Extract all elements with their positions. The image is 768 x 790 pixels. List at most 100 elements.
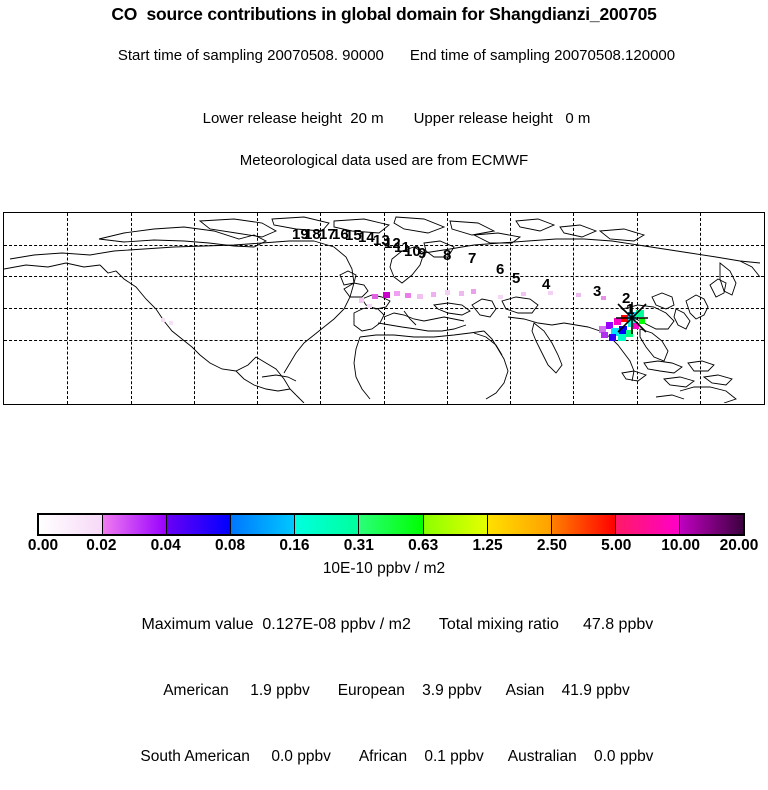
plume-cell bbox=[618, 334, 626, 341]
plume-cell bbox=[601, 296, 606, 300]
plume-cell bbox=[639, 318, 645, 324]
plume-cell bbox=[372, 294, 378, 299]
colorbar-segment bbox=[103, 515, 168, 534]
region-label-south-american: South American bbox=[140, 748, 250, 765]
plume-cell bbox=[417, 294, 423, 299]
stat-row-regions-1: American 1.9 ppbv European 3.9 ppbv Asian … bbox=[0, 658, 768, 724]
plume-cell bbox=[611, 328, 619, 336]
trajectory-hour-label: 5 bbox=[512, 270, 521, 287]
release-height-row: Lower release height 20 m Upper release h… bbox=[0, 87, 768, 150]
stat-row-regions-2: South American 0.0 ppbv African 0.1 ppbv A… bbox=[0, 724, 768, 790]
trajectory-hour-label: 4 bbox=[542, 276, 551, 293]
trajectory-hour-label: 6 bbox=[496, 261, 505, 278]
plume-cell bbox=[383, 292, 390, 298]
upper-release-label: Upper release height bbox=[413, 110, 553, 127]
colorbar-tick-label: 0.16 bbox=[279, 537, 310, 554]
region-value-south-american: 0.0 ppbv bbox=[271, 748, 331, 765]
gridline-latitude bbox=[4, 339, 764, 341]
colorbar-segment bbox=[359, 515, 424, 534]
total-mixing-label: Total mixing ratio bbox=[438, 616, 559, 633]
total-mixing-value: 47.8 ppbv bbox=[582, 616, 654, 633]
colorbar-segment bbox=[487, 515, 552, 534]
region-value-australian: 0.0 ppbv bbox=[593, 748, 654, 765]
colorbar-tick-label: 0.31 bbox=[343, 537, 374, 554]
lower-release-label: Lower release height bbox=[202, 110, 342, 127]
trajectory-hour-label: 12 bbox=[384, 235, 401, 252]
plume-cell bbox=[471, 289, 476, 294]
plume-cell bbox=[367, 304, 372, 308]
plume-cell bbox=[498, 295, 503, 299]
plume-cell bbox=[601, 332, 608, 338]
colorbar-segment bbox=[679, 515, 744, 534]
colorbar-tick-label: 5.00 bbox=[601, 537, 632, 554]
statistics-section: Maximum value 0.127E-08 ppbv / m2 Total m… bbox=[0, 592, 768, 790]
colorbar-tick-label: 20.00 bbox=[719, 537, 759, 554]
plume-cell bbox=[609, 334, 616, 341]
gridline-latitude bbox=[4, 276, 764, 278]
plume-cell bbox=[599, 326, 606, 333]
colorbar-segment bbox=[551, 515, 616, 534]
plume-cell bbox=[169, 321, 173, 325]
colorbar-tick-label: 1.25 bbox=[472, 537, 503, 554]
trajectory-hour-label: 16 bbox=[332, 226, 349, 243]
start-time-value: 20070508. 90000 bbox=[267, 47, 384, 64]
region-value-asian: 41.9 ppbv bbox=[561, 682, 630, 699]
gridline-latitude bbox=[4, 308, 764, 309]
max-value-value: 0.127E-08 ppbv / m2 bbox=[262, 616, 411, 633]
page-title: CO source contributions in global domain… bbox=[111, 4, 657, 24]
colorbar[interactable] bbox=[37, 513, 745, 536]
colorbar-tick-labels: 0.00 0.02 0.04 0.08 0.16 0.31 0.63 1.25 2.50 5.00… bbox=[0, 537, 768, 557]
plume-cell bbox=[614, 318, 621, 325]
colorbar-tick-label: 0.00 bbox=[27, 537, 59, 554]
region-label-european: European bbox=[337, 682, 405, 699]
start-time-label: Start time of sampling bbox=[117, 47, 263, 64]
trajectory-hour-label: 2 bbox=[622, 290, 631, 307]
plume-cell bbox=[548, 291, 553, 295]
plume-cell bbox=[626, 330, 633, 337]
plot-header: CO source contributions in global domain… bbox=[0, 0, 768, 171]
plume-cell bbox=[576, 293, 581, 297]
region-label-australian: Australian bbox=[507, 748, 577, 765]
end-time-label: End time of sampling bbox=[409, 47, 550, 64]
plume-cell bbox=[633, 323, 639, 329]
trajectory-hour-label: 15 bbox=[345, 227, 362, 244]
trajectory-hour-label: 3 bbox=[593, 283, 602, 300]
region-label-american: American bbox=[163, 682, 229, 699]
gridline-latitude bbox=[4, 244, 764, 246]
trajectory-hour-label: 1 bbox=[626, 301, 635, 318]
trajectory-hour-label: 18 bbox=[304, 226, 321, 243]
trajectory-hour-label: 19 bbox=[292, 226, 309, 243]
met-data-row: Meteorological data used are from ECMWF bbox=[239, 152, 529, 169]
upper-release-value: 0 m bbox=[565, 110, 591, 127]
colorbar-segment bbox=[39, 515, 104, 534]
colorbar-segment bbox=[231, 515, 296, 534]
plume-cell bbox=[459, 291, 464, 296]
world-map[interactable]: 19 18 17 16 15 14 13 12 11 10 9 8 7 6 5 4 3 2 1 bbox=[3, 212, 765, 405]
colorbar-segment bbox=[615, 515, 680, 534]
colorbar-tick-label: 10.00 bbox=[661, 537, 701, 554]
trajectory-hour-label: 10 bbox=[404, 243, 421, 260]
plot-page: CO source contributions in global domain… bbox=[0, 0, 768, 765]
region-label-african: African bbox=[358, 748, 408, 765]
trajectory-hour-label: 13 bbox=[373, 232, 390, 249]
colorbar-unit-label: 10E-10 ppbv / m2 bbox=[322, 560, 446, 577]
region-value-african: 0.1 ppbv bbox=[424, 748, 484, 765]
plume-cell bbox=[521, 292, 526, 296]
colorbar-segment bbox=[295, 515, 360, 534]
lower-release-value: 20 m bbox=[350, 110, 384, 127]
plume-cell bbox=[394, 291, 400, 296]
plume-cell bbox=[636, 310, 644, 317]
plume-cell bbox=[405, 293, 411, 298]
sampling-time-row: Start time of sampling 20070508. 90000 En… bbox=[0, 24, 768, 87]
plume-cell bbox=[431, 292, 436, 297]
colorbar-tick-label: 0.02 bbox=[86, 537, 117, 554]
trajectory-hour-label: 8 bbox=[443, 247, 452, 264]
region-label-asian: Asian bbox=[505, 682, 545, 699]
colorbar-tick-label: 0.08 bbox=[214, 537, 246, 554]
plume-cell bbox=[359, 298, 364, 303]
plume-cell bbox=[445, 290, 450, 295]
trajectory-hour-label: 17 bbox=[319, 226, 336, 243]
colorbar-segment bbox=[167, 515, 232, 534]
region-value-european: 3.9 ppbv bbox=[422, 682, 482, 699]
trajectory-hour-label: 11 bbox=[394, 239, 410, 256]
